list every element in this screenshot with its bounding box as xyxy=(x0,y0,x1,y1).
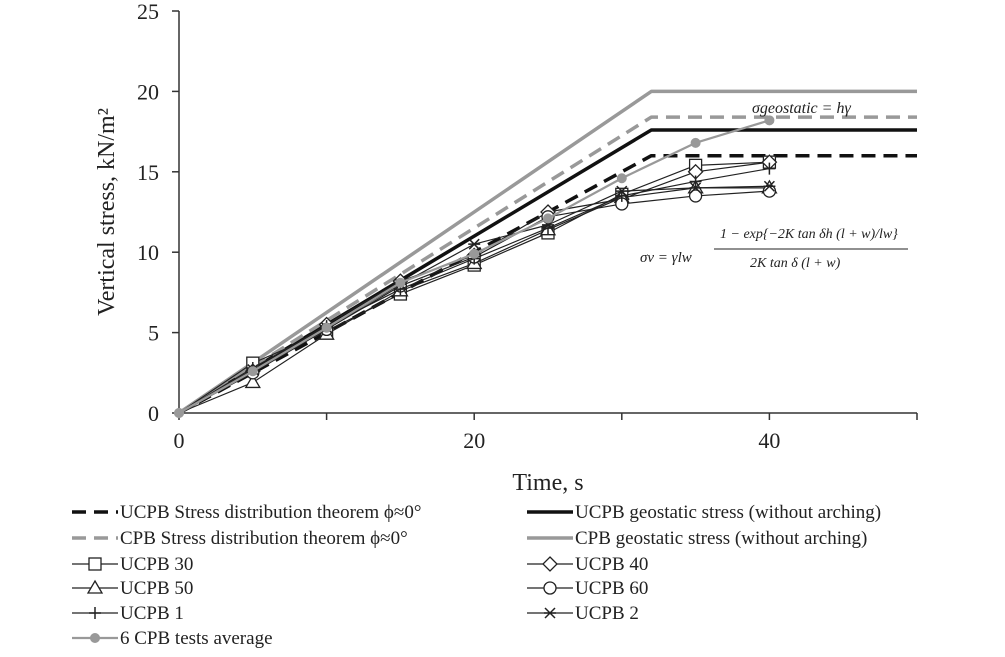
annotation-sigma-v-denominator: 2K tan δ (l + w) xyxy=(750,256,841,271)
data-point xyxy=(321,322,332,333)
series-triangle xyxy=(178,179,778,414)
series-line xyxy=(178,187,770,414)
y-axis-title: Vertical stress, kN/m² xyxy=(94,108,120,316)
x-axis-title: Time, s xyxy=(512,470,583,496)
legend-item: 6 CPB tests average xyxy=(72,628,273,649)
legend-marker xyxy=(544,607,556,619)
annotation-sigma-v-lhs: σv = γlw xyxy=(640,250,692,266)
legend-label: CPB Stress distribution theorem ϕ≈0° xyxy=(120,528,408,549)
legend-label: UCPB 2 xyxy=(575,603,639,624)
y-tick-label: 5 xyxy=(148,321,159,346)
origin-point xyxy=(174,408,184,418)
legend-item: CPB Stress distribution theorem ϕ≈0° xyxy=(72,528,408,549)
data-point xyxy=(468,238,481,250)
data-point xyxy=(395,277,406,288)
series-line xyxy=(178,89,917,415)
x-tick-label: 0 xyxy=(174,428,185,453)
legend-marker xyxy=(88,557,102,571)
legend-label: UCPB geostatic stress (without arching) xyxy=(575,502,881,523)
series-line xyxy=(178,161,770,414)
series-dash-gray xyxy=(178,115,917,415)
annotation-geostatic: σgeostatic = hγ xyxy=(752,100,851,117)
data-point xyxy=(764,115,775,126)
legend-item: CPB geostatic stress (without arching) xyxy=(527,528,867,549)
legend-item: UCPB 1 xyxy=(72,603,184,624)
y-tick-label: 15 xyxy=(137,160,159,185)
series-solid-gray xyxy=(178,89,917,415)
legend-item: UCPB 50 xyxy=(72,578,193,599)
data-point xyxy=(689,175,702,188)
data-point xyxy=(543,213,553,224)
legend-item: UCPB 2 xyxy=(527,603,639,624)
legend-marker xyxy=(543,581,557,595)
data-point xyxy=(762,184,777,198)
data-point xyxy=(689,182,702,194)
series-line xyxy=(178,190,770,414)
legend-label: UCPB 40 xyxy=(575,554,648,575)
legend-label: UCPB Stress distribution theorem ϕ≈0° xyxy=(120,502,421,523)
series-asterisk xyxy=(178,180,776,414)
data-point xyxy=(616,173,627,184)
series-line xyxy=(178,153,917,415)
series-solid-black xyxy=(178,128,917,415)
legend-marker xyxy=(90,633,100,643)
series-line xyxy=(178,167,770,414)
series-line xyxy=(178,161,770,414)
data-point xyxy=(247,366,258,377)
data-point xyxy=(244,374,261,389)
legend-label: UCPB 30 xyxy=(120,554,193,575)
legend-label: 6 CPB tests average xyxy=(120,628,273,649)
data-point xyxy=(469,248,480,259)
x-tick-label: 20 xyxy=(463,428,485,453)
data-point xyxy=(763,162,776,175)
legend-item: UCPB geostatic stress (without arching) xyxy=(527,502,881,523)
legend-label: UCPB 60 xyxy=(575,578,648,599)
legend-item: UCPB Stress distribution theorem ϕ≈0° xyxy=(72,502,421,523)
data-point xyxy=(688,189,703,203)
data-point xyxy=(690,137,701,148)
annotation-sigma-v-numerator: 1 − exp{−2K tan δh (l + w)/lw} xyxy=(720,227,898,242)
series-square xyxy=(178,155,777,414)
data-point xyxy=(615,185,628,197)
legend-item: UCPB 40 xyxy=(527,554,648,575)
series-dash-black xyxy=(178,153,917,415)
data-point xyxy=(763,180,776,192)
legend-label: CPB geostatic stress (without arching) xyxy=(575,528,867,549)
series-line xyxy=(178,185,770,414)
legend-item: UCPB 60 xyxy=(527,578,648,599)
legend-marker xyxy=(89,607,101,619)
x-tick-label: 40 xyxy=(758,428,780,453)
legend-label: UCPB 50 xyxy=(120,578,193,599)
series-circle xyxy=(178,184,777,414)
series-line xyxy=(178,115,917,415)
series-plus xyxy=(178,162,776,414)
y-tick-label: 10 xyxy=(137,240,159,265)
legend-marker xyxy=(86,579,104,594)
legend-label: UCPB 1 xyxy=(120,603,184,624)
y-tick-label: 25 xyxy=(137,0,159,24)
y-tick-label: 20 xyxy=(137,79,159,104)
legend-item: UCPB 30 xyxy=(72,554,193,575)
series-line xyxy=(178,128,917,415)
series-diamond xyxy=(178,154,778,414)
legend-marker xyxy=(542,556,558,572)
y-tick-label: 0 xyxy=(148,401,159,426)
